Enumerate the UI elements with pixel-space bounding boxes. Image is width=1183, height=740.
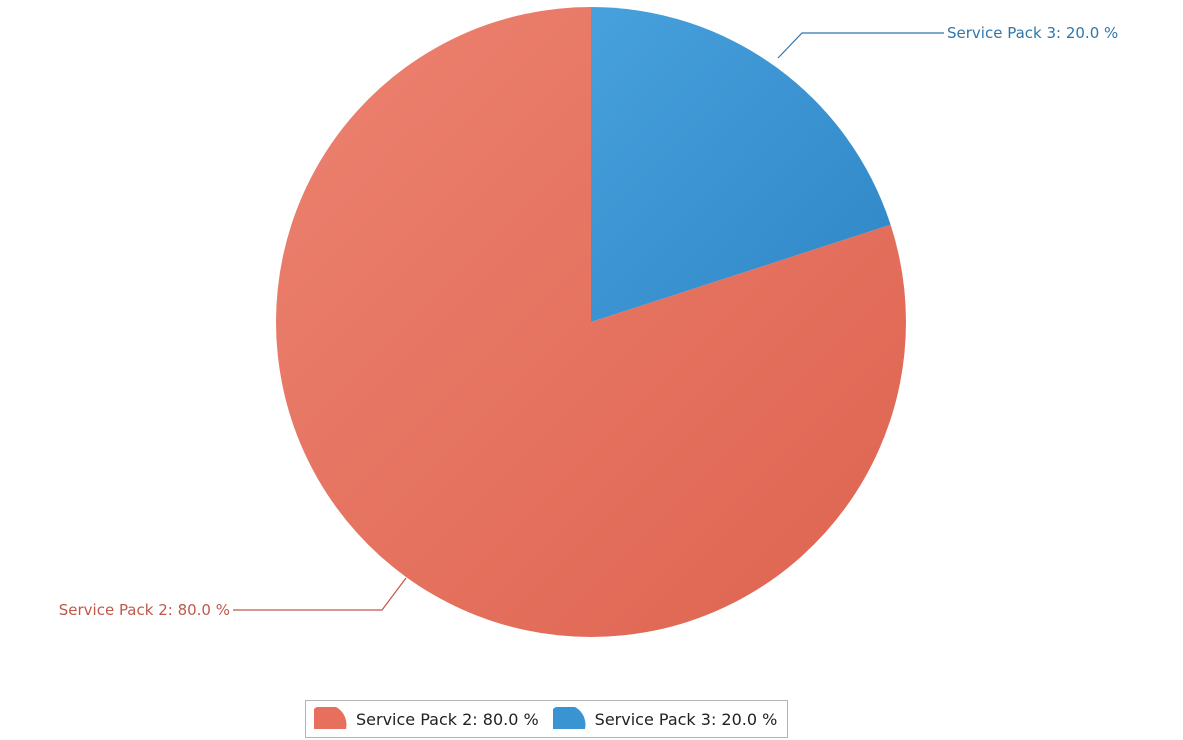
pie-slices (276, 7, 906, 638)
pie-slice-service-pack-2[interactable] (276, 7, 906, 638)
legend-label: Service Pack 2: 80.0 % (356, 709, 539, 729)
legend-label: Service Pack 3: 20.0 % (594, 709, 778, 729)
legend-swatch-red-icon (314, 707, 347, 729)
legend-item-service-pack-2[interactable]: Service Pack 2: 80.0 % (312, 707, 539, 731)
legend-item-service-pack-3[interactable]: Service Pack 3: 20.0 % (551, 707, 778, 731)
legend: Service Pack 2: 80.0 % Service Pack 3: 2… (305, 700, 789, 738)
legend-swatch-blue-icon (552, 707, 586, 729)
slice-labels: Service Pack 2: 80.0 % Service Pack 3: 20… (59, 24, 1119, 619)
slice-label: Service Pack 3: 20.0 % (947, 24, 1118, 42)
leader-line (777, 32, 944, 59)
leader-line (233, 577, 407, 611)
pie-slice-service-pack-3[interactable] (591, 7, 891, 322)
slice-label: Service Pack 2: 80.0 % (59, 601, 230, 619)
